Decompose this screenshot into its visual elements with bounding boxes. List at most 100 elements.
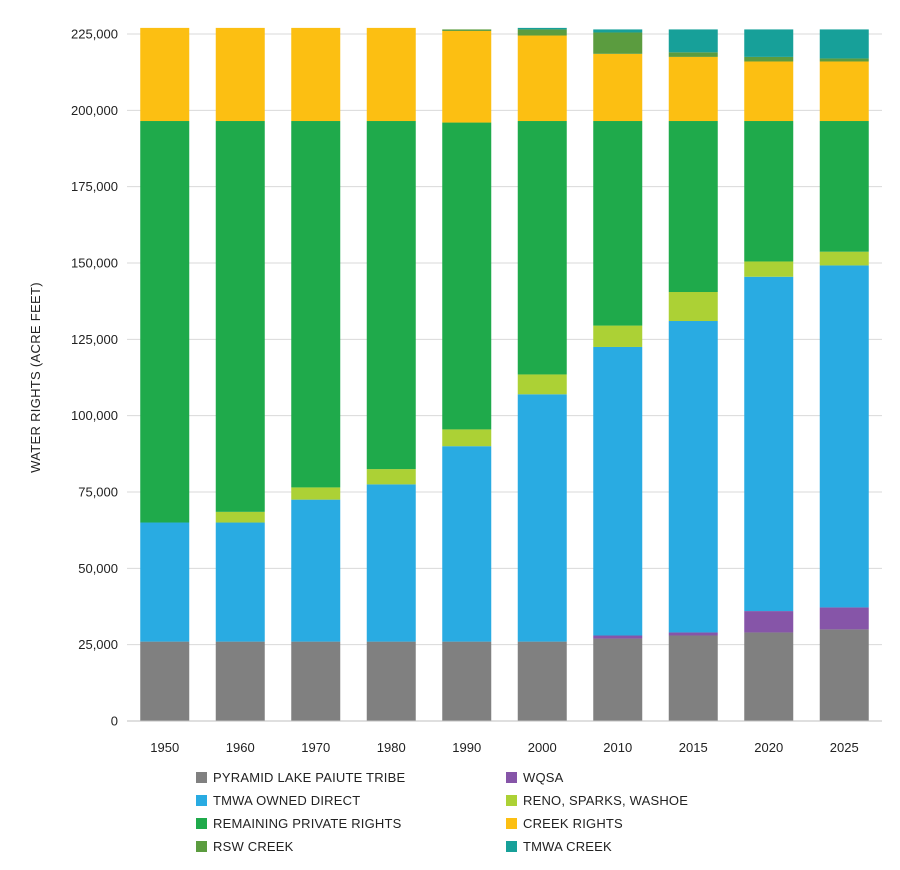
bar-segment-tmwa-creek-2025 — [819, 29, 869, 59]
bar-segment-rsw-creek-2020 — [744, 56, 794, 62]
legend-swatch — [196, 841, 207, 852]
bar-segment-remaining-private-rights-2010 — [593, 121, 643, 326]
bar-segment-wqsa-2015 — [668, 632, 718, 636]
bar-segment-pyramid-lake-paiute-tribe-1990 — [442, 641, 492, 721]
legend-label: REMAINING PRIVATE RIGHTS — [213, 816, 402, 831]
y-axis-title: WATER RIGHTS (ACRE FEET) — [28, 282, 43, 473]
legend-label: PYRAMID LAKE PAIUTE TRIBE — [213, 770, 406, 785]
x-tick-label: 1990 — [452, 740, 481, 755]
bar-segment-remaining-private-rights-2025 — [819, 121, 869, 252]
legend-label: CREEK RIGHTS — [523, 816, 623, 831]
legend-swatch — [196, 818, 207, 829]
x-tick-label: 2020 — [754, 740, 783, 755]
bar-segment-reno-sparks-washoe-2020 — [744, 261, 794, 277]
legend-swatch — [506, 841, 517, 852]
bar-segment-pyramid-lake-paiute-tribe-2020 — [744, 632, 794, 721]
y-tick-label: 75,000 — [78, 485, 118, 500]
bar-segment-tmwa-owned-direct-2000 — [517, 394, 567, 642]
bar-segment-reno-sparks-washoe-2025 — [819, 251, 869, 266]
bar-segment-pyramid-lake-paiute-tribe-1960 — [215, 641, 265, 721]
bar-segment-tmwa-creek-2015 — [668, 29, 718, 53]
bar-segment-tmwa-creek-2000 — [517, 27, 567, 30]
legend-swatch — [196, 795, 207, 806]
y-axis-ticks: 0 25,000 50,000 75,000 100,000 125,000 150,000… — [71, 27, 118, 729]
bar-segment-tmwa-owned-direct-1990 — [442, 446, 492, 642]
y-tick-label: 25,000 — [78, 637, 118, 652]
legend-item: WQSA — [506, 768, 806, 787]
x-tick-label: 1950 — [150, 740, 179, 755]
bar-segment-creek-rights-2020 — [744, 61, 794, 122]
bar-segment-tmwa-owned-direct-1970 — [291, 499, 341, 642]
legend-swatch — [506, 818, 517, 829]
y-tick-label: 50,000 — [78, 561, 118, 576]
legend-label: RSW CREEK — [213, 839, 294, 854]
bar-segment-tmwa-owned-direct-1950 — [140, 522, 190, 642]
bar-segment-reno-sparks-washoe-1970 — [291, 487, 341, 500]
bar-segment-reno-sparks-washoe-1990 — [442, 429, 492, 447]
legend-swatch — [506, 795, 517, 806]
bar-segment-creek-rights-1970 — [291, 27, 341, 122]
bar-segment-rsw-creek-2000 — [517, 29, 567, 36]
bar-segment-remaining-private-rights-1970 — [291, 121, 341, 488]
bar-segment-creek-rights-2000 — [517, 35, 567, 122]
x-tick-label: 2015 — [679, 740, 708, 755]
bar-segment-tmwa-creek-2010 — [593, 29, 643, 33]
legend-label: WQSA — [523, 770, 564, 785]
bar-segment-tmwa-owned-direct-2015 — [668, 321, 718, 633]
x-tick-label: 1970 — [301, 740, 330, 755]
legend-swatch — [506, 772, 517, 783]
bar-segment-creek-rights-2025 — [819, 61, 869, 122]
x-tick-label: 1960 — [226, 740, 255, 755]
bar-segment-creek-rights-1950 — [140, 27, 190, 122]
y-tick-label: 175,000 — [71, 179, 118, 194]
bar-segment-reno-sparks-washoe-2015 — [668, 292, 718, 322]
x-tick-label: 2010 — [603, 740, 632, 755]
x-tick-label: 1980 — [377, 740, 406, 755]
x-tick-label: 2025 — [830, 740, 859, 755]
bar-segment-wqsa-2025 — [819, 607, 869, 630]
bar-segment-reno-sparks-washoe-1980 — [366, 469, 416, 485]
y-tick-label: 150,000 — [71, 256, 118, 271]
bar-segment-creek-rights-1960 — [215, 27, 265, 122]
bar-segment-rsw-creek-2010 — [593, 32, 643, 54]
y-tick-label: 125,000 — [71, 332, 118, 347]
legend-item: REMAINING PRIVATE RIGHTS — [196, 814, 506, 833]
bar-segment-remaining-private-rights-1980 — [366, 121, 416, 470]
legend-label: RENO, SPARKS, WASHOE — [523, 793, 689, 808]
bars — [140, 27, 869, 721]
legend-item: RENO, SPARKS, WASHOE — [506, 791, 806, 810]
bar-segment-remaining-private-rights-1950 — [140, 121, 190, 523]
bar-segment-tmwa-owned-direct-1980 — [366, 484, 416, 642]
legend: PYRAMID LAKE PAIUTE TRIBE WQSA TMWA OWNED … — [196, 768, 836, 856]
y-tick-label: 200,000 — [71, 103, 118, 118]
bar-segment-tmwa-owned-direct-1960 — [215, 522, 265, 642]
bar-segment-wqsa-2020 — [744, 611, 794, 633]
x-axis-ticks: 1950 1960 1970 1980 1990 2000 2010 2015 2020 2025 — [150, 740, 858, 755]
legend-item: TMWA CREEK — [506, 837, 806, 856]
bar-segment-remaining-private-rights-2000 — [517, 121, 567, 375]
bar-segment-rsw-creek-2025 — [819, 58, 869, 62]
bar-segment-pyramid-lake-paiute-tribe-1950 — [140, 641, 190, 721]
bar-segment-tmwa-owned-direct-2010 — [593, 346, 643, 636]
legend-item: RSW CREEK — [196, 837, 506, 856]
legend-swatch — [196, 772, 207, 783]
bar-segment-rsw-creek-1990 — [442, 29, 492, 31]
bar-segment-pyramid-lake-paiute-tribe-1970 — [291, 641, 341, 721]
bar-segment-creek-rights-2010 — [593, 53, 643, 122]
y-tick-label: 100,000 — [71, 408, 118, 423]
legend-label: TMWA OWNED DIRECT — [213, 793, 361, 808]
bar-segment-wqsa-2010 — [593, 635, 643, 639]
bar-segment-pyramid-lake-paiute-tribe-1980 — [366, 641, 416, 721]
bar-segment-tmwa-owned-direct-2020 — [744, 276, 794, 612]
bar-segment-reno-sparks-washoe-2000 — [517, 374, 567, 395]
bar-segment-remaining-private-rights-1990 — [442, 122, 492, 430]
bar-segment-pyramid-lake-paiute-tribe-2000 — [517, 641, 567, 721]
bar-segment-remaining-private-rights-2015 — [668, 121, 718, 293]
bar-segment-reno-sparks-washoe-1960 — [215, 511, 265, 523]
bar-segment-tmwa-creek-2020 — [744, 29, 794, 57]
legend-item: PYRAMID LAKE PAIUTE TRIBE — [196, 768, 506, 787]
bar-segment-creek-rights-1990 — [442, 30, 492, 123]
bar-segment-tmwa-owned-direct-2025 — [819, 265, 869, 608]
bar-segment-rsw-creek-2015 — [668, 52, 718, 57]
